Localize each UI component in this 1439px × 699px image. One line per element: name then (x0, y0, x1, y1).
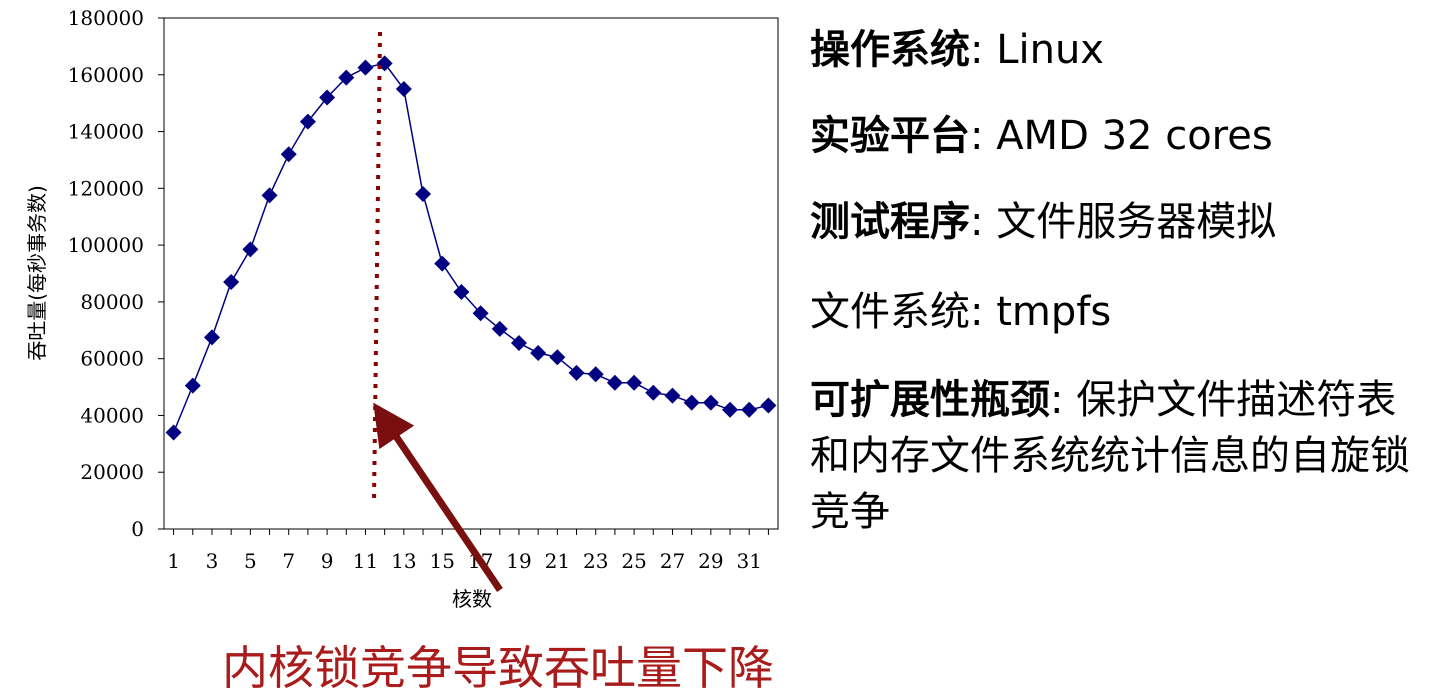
info-bottleneck: 可扩展性瓶颈: 保护文件描述符表和内存文件系统统计信息的自旋锁竞争 (810, 372, 1435, 540)
data-point (223, 274, 240, 291)
y-tick-label: 180000 (68, 6, 144, 30)
data-point (261, 187, 278, 204)
y-axis: 0 20000 40000 60000 80000 100000 120000 140000 1… (68, 6, 164, 541)
x-tick-label: 31 (736, 549, 761, 573)
fs-label: 文件系统 (810, 289, 970, 335)
data-point (645, 384, 662, 401)
throughput-chart: 0 20000 40000 60000 80000 100000 120000 140000 1… (25, 6, 779, 611)
x-tick-label: 23 (583, 549, 608, 573)
x-tick-label: 21 (545, 549, 570, 573)
series-line (172, 62, 769, 433)
data-point (587, 366, 604, 383)
plot-frame (163, 17, 779, 530)
x-tick-label: 7 (282, 549, 295, 573)
data-point (242, 241, 259, 258)
data-point (491, 320, 508, 337)
x-tick-label: 11 (353, 549, 378, 573)
data-point (722, 401, 739, 418)
series-throughput (165, 55, 777, 441)
data-point (184, 377, 201, 394)
data-point (530, 344, 547, 361)
x-tick-label: 13 (391, 549, 416, 573)
data-point (606, 374, 623, 391)
data-point (568, 364, 585, 381)
y-tick-label: 60000 (80, 347, 144, 371)
info-filesystem: 文件系统: tmpfs (810, 284, 1435, 340)
program-label: 测试程序 (810, 199, 970, 245)
data-point (165, 424, 182, 441)
data-point (299, 113, 316, 130)
data-point (338, 69, 355, 86)
data-point (510, 335, 527, 352)
x-tick-label: 9 (321, 549, 334, 573)
x-tick-label: 19 (506, 549, 531, 573)
data-point (203, 329, 220, 346)
data-point (549, 349, 566, 366)
x-tick-label: 29 (698, 549, 723, 573)
annotation-arrow (373, 402, 503, 592)
bottleneck-label: 可扩展性瓶颈 (810, 377, 1050, 423)
bottleneck-value: : 保护文件描述符表和内存文件系统统计信息的自旋锁竞争 (810, 377, 1410, 535)
y-tick-label: 160000 (68, 63, 144, 87)
plot-border (163, 17, 779, 530)
info-platform: 实验平台: AMD 32 cores (810, 108, 1435, 164)
data-point (472, 305, 489, 322)
data-point (434, 255, 451, 272)
y-tick-label: 140000 (68, 120, 144, 144)
chart-caption: 内核锁竞争导致吞吐量下降 (222, 641, 774, 695)
data-point (741, 401, 758, 418)
y-tick-label: 80000 (80, 290, 144, 314)
x-tick-label: 5 (244, 549, 257, 573)
data-point (453, 283, 470, 300)
y-axis-title: 吞吐量(每秒事务数) (25, 185, 49, 361)
os-value: : Linux (970, 27, 1104, 73)
data-point (760, 397, 777, 414)
y-tick-label: 120000 (68, 176, 144, 200)
peak-marker-line (372, 31, 382, 501)
data-point (395, 80, 412, 97)
info-program: 测试程序: 文件服务器模拟 (810, 194, 1435, 250)
data-point (357, 59, 374, 76)
y-tick-label: 100000 (68, 233, 144, 257)
data-point (280, 146, 297, 163)
data-point (319, 89, 336, 106)
x-tick-label: 1 (167, 549, 180, 573)
x-tick-label: 15 (429, 549, 454, 573)
y-tick-label: 40000 (80, 403, 144, 427)
data-point (664, 387, 681, 404)
x-tick-label: 3 (206, 549, 219, 573)
platform-value: : AMD 32 cores (970, 113, 1273, 159)
data-point (376, 55, 393, 72)
info-os: 操作系统: Linux (810, 22, 1435, 78)
x-axis: 135791113151719212325272931 (167, 529, 769, 573)
y-tick-label: 0 (131, 517, 144, 541)
annotation-overlay (372, 31, 503, 592)
data-point (702, 394, 719, 411)
program-value: : 文件服务器模拟 (970, 199, 1277, 245)
x-axis-title: 核数 (452, 587, 492, 611)
data-point (626, 374, 643, 391)
fs-value: : tmpfs (970, 289, 1112, 335)
os-label: 操作系统 (810, 27, 970, 73)
data-point (415, 186, 432, 203)
y-tick-label: 20000 (80, 460, 144, 484)
data-point (683, 394, 700, 411)
platform-label: 实验平台 (810, 113, 970, 159)
x-tick-label: 27 (660, 549, 685, 573)
x-tick-label: 25 (621, 549, 646, 573)
